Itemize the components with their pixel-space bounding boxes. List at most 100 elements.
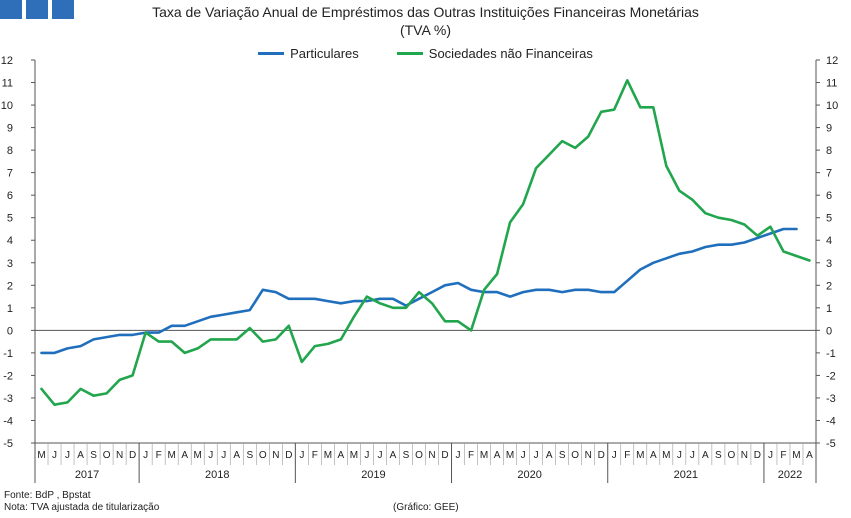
y-tick-label-right: 1 [826, 303, 832, 315]
chart-title: Taxa de Variação Anual de Empréstimos da… [0, 3, 851, 39]
y-tick-label-right: -2 [826, 370, 836, 382]
x-month-label: J [208, 450, 213, 461]
x-month-label: F [624, 450, 630, 461]
x-month-label: A [181, 450, 188, 461]
x-month-label: A [806, 450, 813, 461]
x-month-label: J [677, 450, 682, 461]
x-month-label: M [480, 450, 488, 461]
x-month-label: J [364, 450, 369, 461]
y-tick-label-left: 0 [7, 325, 13, 337]
legend-label-particulares: Particulares [290, 46, 359, 61]
x-year-label: 2020 [517, 469, 541, 481]
y-tick-label-left: -1 [3, 348, 13, 360]
x-month-label: J [377, 450, 382, 461]
y-tick-label-right: 5 [826, 213, 832, 225]
x-month-label: M [350, 450, 358, 461]
x-month-label: A [702, 450, 709, 461]
legend-swatch-sociedades [396, 52, 423, 55]
y-tick-label-right: 0 [826, 325, 832, 337]
chart-legend: Particulares Sociedades não Financeiras [0, 46, 851, 61]
x-month-label: N [585, 450, 592, 461]
x-month-label: J [768, 450, 773, 461]
x-month-label: J [299, 450, 304, 461]
y-tick-label-right: 3 [826, 258, 832, 270]
x-month-label: S [559, 450, 566, 461]
x-month-label: M [792, 450, 800, 461]
y-tick-label-left: -2 [3, 370, 13, 382]
y-tick-label-left: -4 [3, 415, 13, 427]
methodology-note: Nota: TVA ajustada de titularização [4, 502, 160, 513]
x-month-label: J [521, 450, 526, 461]
x-month-label: J [221, 450, 226, 461]
x-month-label: A [546, 450, 553, 461]
x-month-label: M [324, 450, 332, 461]
x-month-label: A [338, 450, 345, 461]
x-month-label: D [441, 450, 448, 461]
y-tick-label-left: 6 [7, 190, 13, 202]
y-tick-label-left: 9 [7, 123, 13, 135]
y-tick-label-left: 12 [1, 55, 13, 67]
logo [0, 0, 74, 19]
x-month-label: J [65, 450, 70, 461]
y-tick-label-right: 12 [826, 55, 838, 67]
x-month-label: S [246, 450, 253, 461]
y-tick-label-left: -3 [3, 393, 13, 405]
y-tick-label-left: -5 [3, 438, 13, 450]
x-month-label: M [37, 450, 45, 461]
x-month-label: J [690, 450, 695, 461]
y-tick-label-left: 2 [7, 280, 13, 292]
chart-title-line1: Taxa de Variação Anual de Empréstimos da… [152, 4, 699, 20]
institution-logo-icon [52, 0, 74, 19]
x-month-label: J [52, 450, 57, 461]
x-year-label: 2019 [361, 469, 385, 481]
x-month-label: M [194, 450, 202, 461]
x-month-label: N [116, 450, 123, 461]
x-month-label: N [741, 450, 748, 461]
y-tick-label-right: 11 [826, 78, 837, 90]
x-month-label: F [312, 450, 318, 461]
x-month-label: D [285, 450, 292, 461]
x-month-label: S [715, 450, 722, 461]
chart-title-line2: (TVA %) [399, 22, 452, 38]
x-month-label: O [259, 450, 267, 461]
x-year-label: 2018 [205, 469, 229, 481]
institution-logo-icon [26, 0, 48, 19]
institution-logo-icon [0, 0, 22, 19]
y-tick-label-right: 9 [826, 123, 832, 135]
x-month-label: A [233, 450, 240, 461]
y-tick-label-left: 11 [2, 78, 13, 90]
legend-item-particulares: Particulares [258, 46, 359, 61]
chart-credit: (Gráfico: GEE) [393, 502, 459, 513]
y-tick-label-left: 7 [7, 168, 13, 180]
x-month-label: N [428, 450, 435, 461]
x-month-label: N [272, 450, 279, 461]
x-month-label: A [390, 450, 397, 461]
y-tick-label-right: -1 [826, 348, 836, 360]
x-month-label: J [143, 450, 148, 461]
x-month-label: S [90, 450, 97, 461]
y-tick-label-left: 10 [1, 100, 13, 112]
x-month-label: J [534, 450, 539, 461]
y-tick-label-right: 2 [826, 280, 832, 292]
y-tick-label-right: 8 [826, 145, 832, 157]
x-year-label: 2017 [75, 469, 99, 481]
source-note: Fonte: BdP , Bpstat [4, 490, 91, 501]
x-month-label: O [103, 450, 111, 461]
x-month-label: A [650, 450, 657, 461]
x-month-label: O [415, 450, 423, 461]
x-month-label: M [662, 450, 670, 461]
x-month-label: D [598, 450, 605, 461]
y-tick-label-left: 4 [7, 235, 13, 247]
y-tick-label-right: 7 [826, 168, 832, 180]
x-month-label: S [403, 450, 410, 461]
series-line-sociedades [40, 79, 811, 407]
x-month-label: A [494, 450, 501, 461]
x-year-label: 2022 [778, 469, 802, 481]
x-month-label: F [780, 450, 786, 461]
x-month-label: M [506, 450, 514, 461]
y-tick-label-left: 8 [7, 145, 13, 157]
x-month-label: O [728, 450, 736, 461]
y-tick-label-right: 4 [826, 235, 832, 247]
y-tick-label-left: 5 [7, 213, 13, 225]
x-month-label: O [571, 450, 579, 461]
